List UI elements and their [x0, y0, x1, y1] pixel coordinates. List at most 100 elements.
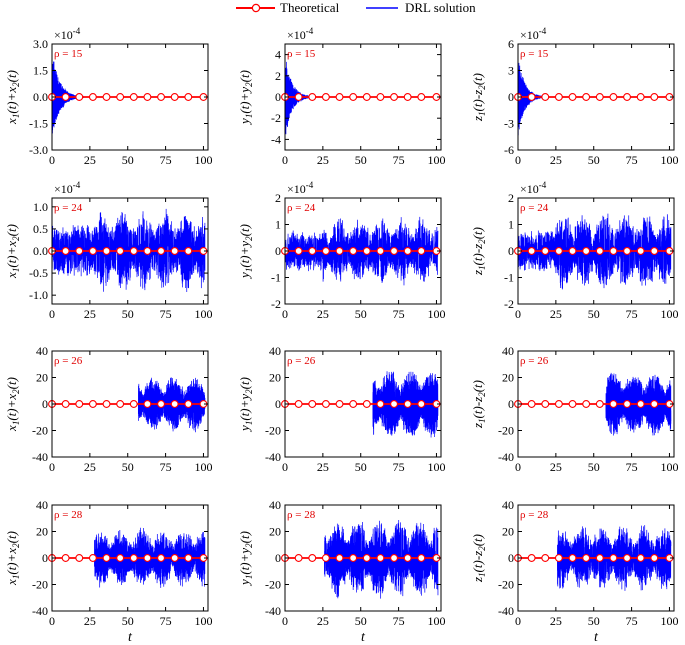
x-axis-label: t [594, 630, 599, 645]
x-tick-label: 25 [550, 460, 562, 474]
theoretical-marker [376, 400, 385, 408]
y-tick-label: 0 [42, 551, 48, 565]
y-axis-label: z1(t)-z2(t) [470, 534, 487, 583]
x-tick-label: 75 [393, 614, 405, 628]
theoretical-marker [527, 554, 536, 562]
theoretical-marker [129, 400, 138, 408]
theoretical-marker [568, 93, 577, 101]
theoretical-marker [403, 400, 412, 408]
y-tick-label: 2 [275, 191, 281, 205]
theoretical-marker [554, 400, 563, 408]
theoretical-marker [568, 554, 577, 562]
theoretical-marker [88, 400, 97, 408]
theoretical-marker [390, 93, 398, 101]
drl-solution-series [94, 527, 206, 588]
x-tick-label: 100 [194, 307, 212, 321]
theoretical-marker [88, 93, 97, 101]
theoretical-marker [527, 93, 536, 101]
x-tick-label: 50 [588, 153, 600, 167]
theoretical-marker [170, 554, 179, 562]
y-tick-label: 0 [508, 244, 514, 258]
x-tick-label: 25 [550, 307, 562, 321]
theoretical-marker [595, 400, 604, 408]
y-axis-label: y1(t)+y2(t) [237, 377, 254, 433]
theoretical-marker [61, 93, 70, 101]
y-tick-label: 4 [275, 48, 281, 62]
theoretical-marker [102, 554, 111, 562]
y-tick-label: -1 [271, 271, 281, 285]
theoretical-marker [568, 247, 577, 255]
theoretical-marker [376, 247, 385, 255]
x-tick-label: 100 [427, 460, 445, 474]
y-multiplier: ×10-4 [54, 26, 81, 42]
theoretical-marker [417, 93, 426, 101]
y-tick-label: 20 [502, 525, 514, 539]
theoretical-marker [417, 400, 426, 408]
x-tick-label: 0 [515, 153, 521, 167]
y-axis-label: y1(t)+y2(t) [237, 70, 254, 126]
theoretical-marker [294, 400, 303, 408]
y-tick-label: -0.5 [29, 266, 48, 280]
y-tick-label: 0.5 [33, 222, 48, 236]
theoretical-marker [417, 247, 426, 255]
y-tick-label: -1.0 [29, 288, 48, 302]
y-tick-label: 20 [36, 525, 48, 539]
theoretical-marker [321, 93, 330, 101]
drl-solution-series [605, 372, 672, 436]
x-tick-label: 25 [84, 153, 96, 167]
x-tick-label: 0 [282, 153, 288, 167]
theoretical-marker [376, 554, 385, 562]
y-multiplier: ×10-4 [520, 26, 547, 42]
y-tick-label: -40 [265, 450, 281, 464]
subplot-1: -3.0 -1.5 0.0 1.5 3.0 0 25 50 75 100 ×10-4 ρ = 15 x1… [4, 26, 212, 167]
y-tick-label: 0 [508, 90, 514, 104]
y-tick-label: -1.5 [29, 117, 48, 131]
y-tick-label: 6 [508, 37, 514, 51]
x-tick-label: 100 [427, 307, 445, 321]
subplot-3: -6 -3 0 3 6 0 25 50 75 100 ×10-4 ρ = 15 z1(t)-z2(t) [470, 26, 678, 167]
theoretical-marker [143, 93, 152, 101]
theoretical-marker [308, 247, 317, 255]
legend-theoretical-marker [251, 3, 261, 13]
theoretical-marker [609, 247, 618, 255]
theoretical-marker [390, 554, 398, 562]
rho-label: ρ = 24 [287, 202, 316, 214]
rho-label: ρ = 24 [520, 202, 549, 214]
theoretical-marker [623, 554, 631, 562]
x-tick-label: 75 [626, 614, 638, 628]
theoretical-marker [75, 93, 84, 101]
x-tick-label: 25 [84, 614, 96, 628]
theoretical-marker [102, 93, 111, 101]
legend: Theoretical DRL solution [236, 0, 476, 15]
x-tick-label: 75 [626, 307, 638, 321]
drl-solution-series [518, 213, 672, 290]
x-tick-label: 100 [427, 153, 445, 167]
y-tick-label: 0.0 [33, 90, 48, 104]
subplot-9: -40 -20 0 20 40 0 25 50 75 100 ρ = 26 z1(t)-z2(t) [470, 344, 678, 474]
y-tick-label: 0.0 [33, 244, 48, 258]
theoretical-marker [349, 247, 358, 255]
y-tick-label: -40 [32, 604, 48, 618]
y-tick-label: -4 [271, 132, 281, 146]
y-tick-label: -40 [498, 450, 514, 464]
y-tick-label: 20 [269, 525, 281, 539]
y-tick-label: -3.0 [29, 143, 48, 157]
theoretical-marker [335, 400, 344, 408]
y-tick-label: 0 [275, 551, 281, 565]
x-tick-label: 25 [317, 153, 329, 167]
theoretical-marker [335, 247, 344, 255]
theoretical-marker [88, 247, 97, 255]
theoretical-marker [417, 554, 426, 562]
theoretical-marker [595, 247, 604, 255]
theoretical-marker [335, 93, 344, 101]
theoretical-marker [403, 554, 412, 562]
theoretical-marker [362, 554, 371, 562]
theoretical-marker [321, 400, 330, 408]
x-tick-label: 25 [84, 307, 96, 321]
y-tick-label: -40 [265, 604, 281, 618]
theoretical-marker [157, 93, 165, 101]
y-tick-label: 20 [269, 371, 281, 385]
y-axis-label: y1(t)+y2(t) [237, 531, 254, 587]
y-tick-label: 40 [502, 498, 514, 512]
x-tick-label: 75 [626, 460, 638, 474]
